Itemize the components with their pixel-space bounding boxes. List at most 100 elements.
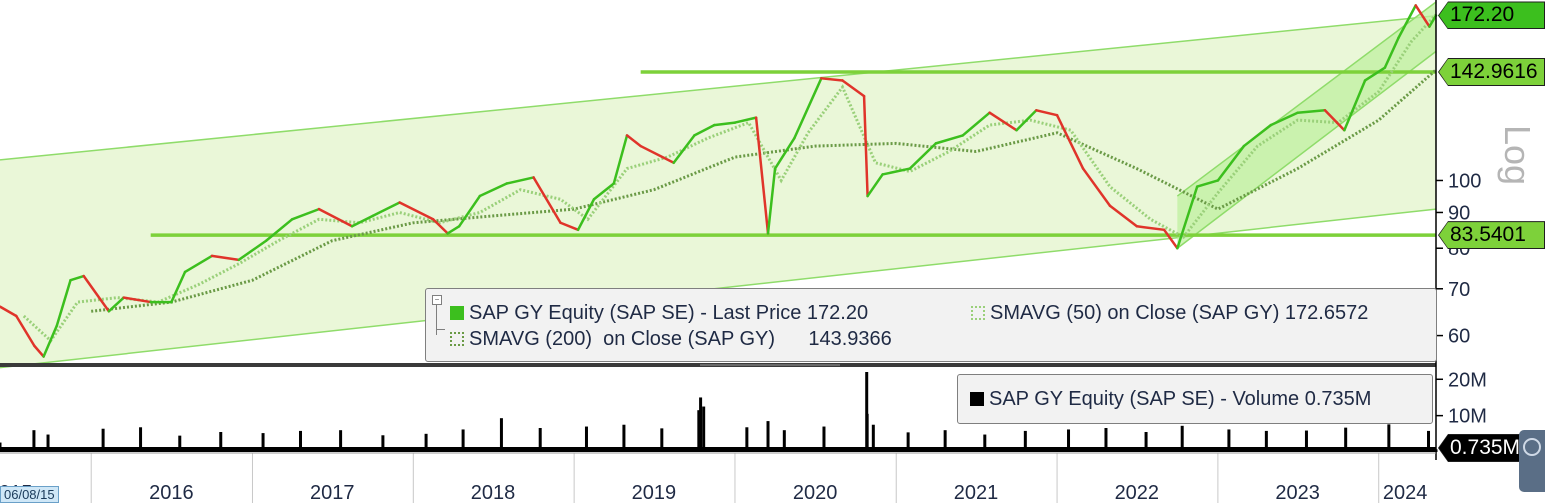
price-segment — [1269, 111, 1299, 127]
tree-branch — [437, 329, 445, 330]
price-segment — [1035, 109, 1059, 117]
price-segment — [317, 207, 354, 228]
volume-bar — [219, 432, 223, 452]
price-segment — [713, 121, 737, 127]
legend-row-sma200[interactable]: SMAVG (200) on Close (SAP GY) 143.9366 — [450, 327, 892, 351]
price-segment — [431, 218, 449, 235]
price-segment — [350, 214, 375, 228]
price-segment — [1296, 109, 1327, 114]
price-value-tag-0-label: 172.20 — [1439, 2, 1544, 29]
price-segment — [1323, 109, 1346, 132]
price-series — [0, 4, 1438, 358]
volume-bar — [381, 435, 385, 452]
price-segment — [1055, 113, 1085, 170]
channel-upper-1 — [1176, 1, 1437, 197]
price-segment — [478, 182, 508, 198]
legend-row-sma50[interactable]: SMAVG (50) on Close (SAP GY) 172.6572 — [971, 301, 1368, 325]
x-tick-label: 2024 — [1383, 482, 1428, 503]
price-segment — [1383, 36, 1400, 69]
volume-bar — [1227, 429, 1231, 452]
x-tick-label: 2018 — [471, 482, 516, 503]
volume-bar — [943, 430, 947, 452]
volume-bar — [1387, 424, 1391, 452]
volume-swatch-icon — [970, 392, 984, 406]
volume-tick-label: 10M — [1448, 406, 1487, 428]
price-value-tag-0: 172.20 — [1438, 1, 1545, 30]
price-segment — [559, 221, 580, 232]
y-tick-label: 60 — [1448, 326, 1470, 348]
price-segment — [1414, 4, 1431, 28]
price-segment — [672, 134, 696, 165]
price-segment — [773, 136, 796, 170]
price-segment — [107, 296, 126, 313]
legend-sma50-text: SMAVG (50) on Close (SAP GY) 172.6572 — [990, 302, 1369, 324]
volume-bar — [46, 434, 50, 452]
x-tick-label: 2016 — [149, 482, 194, 503]
legend-row-price[interactable]: SAP GY Equity (SAP SE) - Last Price 172.… — [450, 301, 868, 325]
volume-bar — [906, 432, 910, 452]
price-segment — [592, 182, 616, 201]
price-segment — [841, 79, 866, 98]
price-segment — [820, 77, 844, 82]
sma50-swatch-icon — [971, 306, 985, 320]
y-tick-label: 100 — [1448, 170, 1481, 192]
legend-sma200-text: SMAVG (200) on Close (SAP GY) 143.9366 — [469, 328, 892, 350]
volume-bar — [699, 397, 703, 452]
price-segment — [33, 344, 45, 358]
sma50-series — [22, 13, 1438, 343]
axes — [0, 0, 1437, 460]
volume-bar — [299, 430, 303, 452]
price-segment — [371, 201, 401, 218]
volume-bar — [261, 433, 265, 452]
volume-bar — [1180, 425, 1184, 452]
volume-bar — [1104, 428, 1108, 452]
channel-fill-1 — [1177, 2, 1436, 249]
price-segment — [82, 274, 111, 313]
price-segment — [793, 77, 823, 140]
price-segment — [639, 144, 675, 165]
price-segment — [1363, 66, 1387, 82]
volume-bar — [424, 433, 428, 452]
price-segment — [69, 274, 85, 282]
volume-series — [0, 372, 1438, 452]
price-segment — [908, 142, 938, 170]
volume-bar — [697, 410, 701, 452]
price-segment — [1108, 204, 1139, 228]
price-segment — [625, 134, 642, 148]
legend-volume-text: SAP GY Equity (SAP SE) - Volume 0.735M — [989, 388, 1372, 410]
price-legend[interactable]: − SAP GY Equity (SAP SE) - Last Price 17… — [425, 288, 1437, 362]
price-segment — [1081, 167, 1112, 208]
price-segment — [170, 270, 187, 304]
legend-tree: − — [432, 295, 447, 335]
volume-tick-label: 20M — [1448, 369, 1487, 391]
price-segment — [183, 254, 214, 274]
channel-lower-1 — [1176, 50, 1437, 249]
chart-side-widget[interactable] — [1519, 430, 1545, 492]
volume-bar — [1344, 427, 1348, 452]
volume-bar — [139, 427, 143, 452]
price-swatch-icon — [450, 306, 464, 320]
volume-bar — [865, 372, 869, 452]
price-segment — [1343, 79, 1367, 132]
year-gridlines — [90, 453, 1380, 503]
price-segment — [1162, 228, 1179, 250]
price-segment — [210, 254, 241, 262]
channel-fill-0 — [0, 15, 1436, 368]
volume-bar — [622, 424, 626, 452]
price-segment — [290, 207, 321, 221]
volume-bar — [499, 418, 503, 452]
collapse-icon[interactable]: − — [432, 295, 442, 305]
volume-legend[interactable]: SAP GY Equity (SAP SE) - Volume 0.735M — [957, 374, 1433, 424]
volume-bar — [745, 427, 749, 452]
zoom-icon[interactable] — [1523, 438, 1541, 456]
volume-bar — [1067, 429, 1071, 452]
volume-bar — [782, 430, 786, 452]
legend-row-volume[interactable]: SAP GY Equity (SAP SE) - Volume 0.735M — [970, 387, 1371, 411]
x-tick-label: 2023 — [1275, 482, 1320, 503]
volume-bar — [1144, 432, 1148, 452]
price-value-tag-1: 142.9616 — [1438, 57, 1545, 86]
x-tick-label: 2017 — [310, 482, 355, 503]
sma200-swatch-icon — [450, 332, 464, 346]
